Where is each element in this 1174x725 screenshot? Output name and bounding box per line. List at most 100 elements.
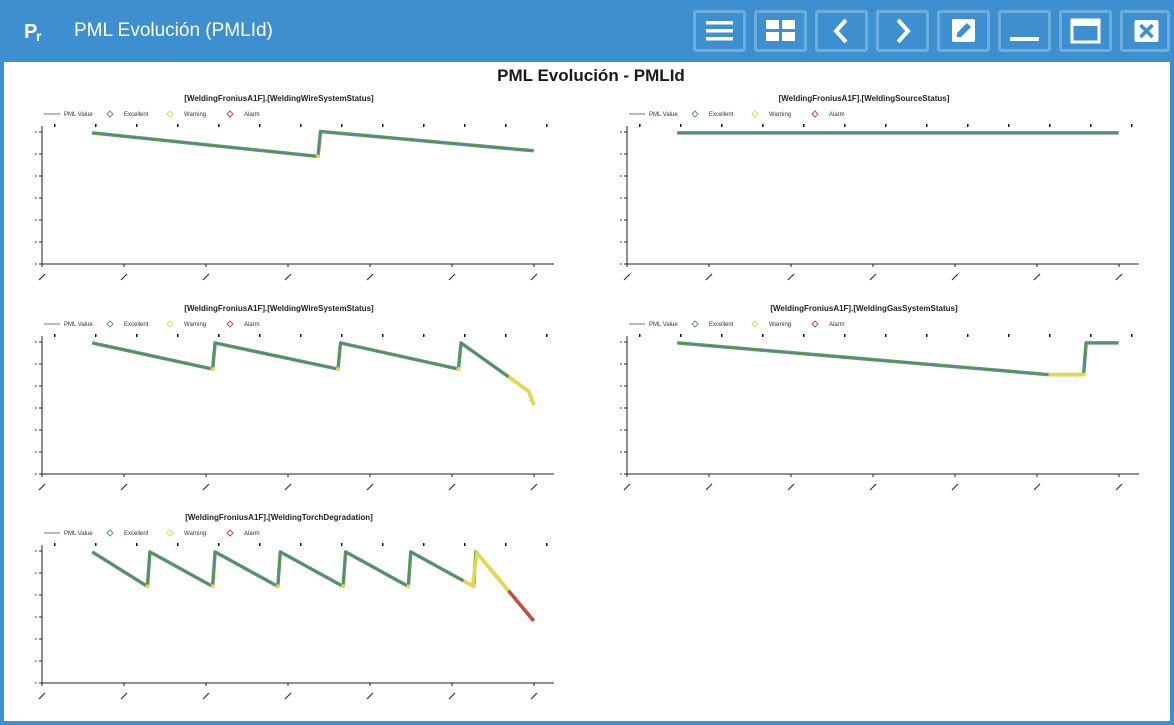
menu-button[interactable] <box>693 10 746 52</box>
warning-point <box>210 584 215 589</box>
x-tick-label <box>869 483 877 491</box>
legend-swatch-alarm <box>226 110 234 118</box>
minimize-button[interactable] <box>998 10 1051 52</box>
y-tick-label <box>620 429 622 431</box>
y-tick-label <box>620 385 622 387</box>
legend-swatch-alarm <box>226 529 234 537</box>
top-tick <box>505 124 507 127</box>
top-tick <box>218 124 220 127</box>
legend-swatch-excellent <box>691 110 699 118</box>
top-tick <box>885 124 887 127</box>
chart-title: [WeldingFroniusA1F].[WeldingWireSystemSt… <box>184 94 374 103</box>
x-tick-label <box>38 483 46 491</box>
close-button[interactable] <box>1120 10 1170 52</box>
top-tick <box>639 124 641 127</box>
y-tick-label <box>620 341 622 343</box>
x-tick-label <box>284 692 292 700</box>
legend-label: Excellent <box>124 531 149 537</box>
y-tick-label <box>35 241 37 243</box>
legend-swatch-excellent <box>106 320 114 328</box>
top-tick <box>259 334 261 337</box>
next-button[interactable] <box>876 10 929 52</box>
y-tick-label <box>35 385 37 387</box>
x-tick-label <box>120 273 128 281</box>
chart-svg: [WeldingFroniusA1F].[WeldingWireSystemSt… <box>35 94 554 281</box>
grid-layout-icon <box>766 20 795 41</box>
top-tick <box>762 124 764 127</box>
layout-grid-button[interactable] <box>754 10 807 52</box>
legend-swatch-warning <box>166 320 174 328</box>
legend-swatch-excellent <box>106 110 114 118</box>
chart-title: [WeldingFroniusA1F].[WeldingGasSystemSta… <box>770 304 958 313</box>
warning-point <box>471 584 476 589</box>
top-tick <box>54 334 56 337</box>
top-tick <box>382 124 384 127</box>
legend-swatch-alarm <box>226 320 234 328</box>
top-tick <box>300 124 302 127</box>
top-tick <box>639 334 641 337</box>
top-tick <box>341 124 343 127</box>
y-tick-label <box>35 429 37 431</box>
chart-svg: [WeldingFroniusA1F].[WeldingWireSystemSt… <box>35 304 554 491</box>
chart-title: [WeldingFroniusA1F].[WeldingTorchDegrada… <box>185 513 373 522</box>
legend-label: PML Value <box>64 322 93 328</box>
chart-svg: [WeldingFroniusA1F].[WeldingGasSystemSta… <box>620 304 1139 491</box>
x-tick-label <box>705 483 713 491</box>
top-tick <box>926 334 928 337</box>
maximize-button[interactable] <box>1059 10 1112 52</box>
chevron-left-icon <box>833 18 848 44</box>
top-tick <box>803 334 805 337</box>
y-tick-label <box>35 572 37 574</box>
y-tick-label <box>620 363 622 365</box>
y-tick-label <box>620 241 622 243</box>
top-tick <box>464 334 466 337</box>
legend-label: Excellent <box>124 112 149 118</box>
top-tick <box>967 334 969 337</box>
x-tick-label <box>705 273 713 281</box>
page-title: PML Evolución - PMLId <box>497 66 685 85</box>
top-tick <box>680 124 682 127</box>
top-tick <box>218 543 220 546</box>
top-tick <box>423 543 425 546</box>
top-tick <box>721 334 723 337</box>
legend-label: PML Value <box>64 531 93 537</box>
warning-point <box>456 367 461 372</box>
series-line <box>91 550 535 622</box>
minimize-icon <box>1010 37 1039 41</box>
x-tick-label <box>530 483 538 491</box>
legend-swatch-warning <box>166 529 174 537</box>
y-tick-label <box>620 219 622 221</box>
y-tick-label <box>620 263 622 265</box>
top-tick <box>341 543 343 546</box>
top-tick <box>464 124 466 127</box>
top-tick <box>546 543 548 546</box>
top-tick <box>505 334 507 337</box>
y-tick-label <box>620 407 622 409</box>
chart-svg: [WeldingFroniusA1F].[WeldingSourceStatus… <box>620 94 1139 281</box>
top-tick <box>505 543 507 546</box>
legend-label: Excellent <box>709 322 734 328</box>
top-tick <box>259 543 261 546</box>
legend-label: Warning <box>184 322 206 328</box>
top-tick <box>218 334 220 337</box>
previous-button[interactable] <box>815 10 868 52</box>
hamburger-menu-icon <box>706 21 733 41</box>
legend-swatch-excellent <box>106 529 114 537</box>
y-tick-label <box>620 153 622 155</box>
y-tick-label <box>35 363 37 365</box>
legend-label: Excellent <box>709 112 734 118</box>
y-tick-label <box>35 407 37 409</box>
legend-label: Warning <box>184 112 206 118</box>
top-tick <box>546 334 548 337</box>
top-tick <box>926 124 928 127</box>
x-tick-label <box>448 692 456 700</box>
y-tick-label <box>620 197 622 199</box>
legend-swatch-alarm <box>811 320 819 328</box>
edit-button[interactable] <box>937 10 990 52</box>
top-tick <box>1090 334 1092 337</box>
x-tick-label <box>284 273 292 281</box>
y-tick-label <box>35 341 37 343</box>
chart-title: [WeldingFroniusA1F].[WeldingWireSystemSt… <box>184 304 374 313</box>
top-tick <box>464 543 466 546</box>
